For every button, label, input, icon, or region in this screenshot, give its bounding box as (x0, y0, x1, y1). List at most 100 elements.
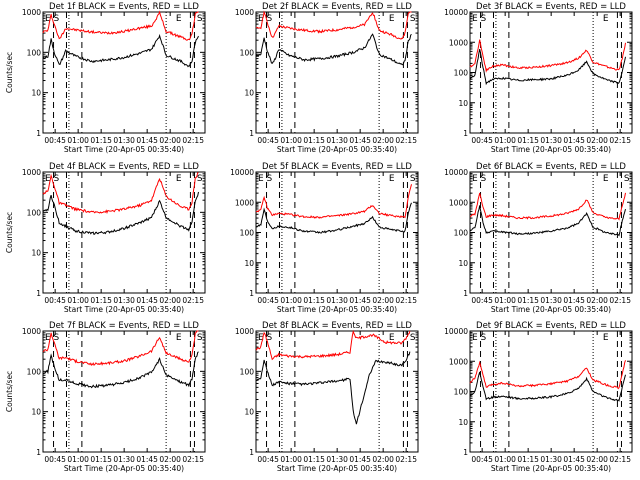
y-tick-label: 1 (36, 129, 41, 138)
y-tick-label: 10 (458, 259, 468, 268)
flag-right-e: E (176, 333, 182, 343)
flag-right-s: S (197, 333, 203, 343)
flag-right-e: E (603, 333, 609, 343)
y-tick-label: 10000 (444, 168, 468, 177)
panel-3: Det 3f BLACK = Events, RED = LLD 1 10 100 10… (444, 2, 633, 154)
series-line-black (255, 33, 412, 66)
series-line-red (469, 39, 626, 73)
y-tick-label: 1000 (449, 357, 468, 366)
y-tick-label: 100 (27, 208, 42, 217)
y-tick-label: 100 (454, 229, 469, 238)
x-tick-label: 01:15 (90, 455, 112, 464)
panel-title: Det 5f BLACK = Events, RED = LLD (262, 162, 412, 172)
x-tick-label: 01:45 (563, 136, 585, 145)
y-tick-label: 1 (249, 289, 254, 298)
y-tick-label: 10000 (444, 8, 468, 17)
x-axis-label: Start Time (20-Apr-05 00:35:40) (491, 145, 611, 154)
x-tick-label: 01:45 (136, 455, 158, 464)
y-tick-label: 10 (244, 89, 254, 98)
plot-frame (469, 330, 633, 453)
x-tick-label: 02:00 (159, 136, 181, 145)
y-tick-label: 1000 (449, 198, 468, 207)
plot-frame (42, 11, 206, 134)
panel-title: Det 8f BLACK = Events, RED = LLD (262, 321, 412, 331)
x-tick-label: 02:15 (395, 296, 417, 305)
panel-9: Det 9f BLACK = Events, RED = LLD 1 10 100 10… (444, 321, 633, 473)
x-tick-label: 01:45 (136, 296, 158, 305)
flag-right-e: E (389, 333, 395, 343)
x-tick-label: 01:15 (303, 136, 325, 145)
panel-title: Det 6f BLACK = Events, RED = LLD (476, 162, 626, 172)
y-tick-label: 10 (244, 259, 254, 268)
y-tick-label: 100 (454, 388, 469, 397)
x-tick-label: 01:15 (90, 296, 112, 305)
x-tick-label: 01:45 (563, 296, 585, 305)
x-tick-label: 01:00 (494, 455, 516, 464)
x-tick-label: 01:45 (136, 136, 158, 145)
x-tick-label: 02:15 (182, 455, 204, 464)
x-tick-label: 01:45 (563, 455, 585, 464)
x-tick-label: 02:00 (586, 296, 608, 305)
x-tick-label: 01:15 (517, 136, 539, 145)
y-tick-label: 1 (463, 289, 468, 298)
series-line-black (255, 202, 412, 234)
x-tick-label: 01:30 (540, 136, 562, 145)
flag-right-e: E (603, 14, 609, 24)
y-tick-label: 10 (31, 89, 41, 98)
panel-2: Det 2f BLACK = Events, RED = LLD 1 10 100 10… (235, 2, 419, 154)
series-line-black (42, 191, 199, 236)
plot-frame (255, 171, 419, 294)
flag-left: E S (472, 333, 487, 343)
x-tick-label: 00:45 (257, 296, 279, 305)
y-tick-label: 1 (36, 448, 41, 457)
y-tick-label: 1 (249, 129, 254, 138)
x-tick-label: 01:00 (67, 296, 89, 305)
flag-right-s: S (410, 174, 416, 184)
plot-frame (42, 171, 206, 294)
x-tick-label: 01:15 (90, 136, 112, 145)
flag-right-e: E (176, 14, 182, 24)
x-tick-label: 02:00 (372, 455, 394, 464)
x-axis-label: Start Time (20-Apr-05 00:35:40) (64, 145, 184, 154)
x-tick-label: 01:30 (326, 296, 348, 305)
y-tick-label: 100 (240, 48, 255, 57)
x-axis-label: Start Time (20-Apr-05 00:35:40) (277, 464, 397, 473)
y-tick-label: 1000 (449, 38, 468, 47)
x-tick-label: 00:45 (471, 296, 493, 305)
panel-1: Det 1f BLACK = Events, RED = LLD 1 10 100 10… (5, 2, 206, 154)
y-axis-label: Counts/sec (5, 212, 14, 253)
y-tick-label: 1000 (235, 198, 254, 207)
x-tick-label: 02:00 (159, 455, 181, 464)
flag-right-s: S (197, 174, 203, 184)
x-tick-label: 02:15 (182, 296, 204, 305)
series-line-black (469, 205, 626, 237)
x-tick-label: 02:15 (395, 455, 417, 464)
y-tick-label: 10 (458, 99, 468, 108)
x-axis-label: Start Time (20-Apr-05 00:35:40) (64, 464, 184, 473)
flag-right-e: E (603, 174, 609, 184)
x-axis-label: Start Time (20-Apr-05 00:35:40) (277, 305, 397, 314)
x-tick-label: 02:00 (159, 296, 181, 305)
y-tick-label: 1000 (235, 327, 254, 336)
panel-title: Det 9f BLACK = Events, RED = LLD (476, 321, 626, 331)
x-axis-label: Start Time (20-Apr-05 00:35:40) (64, 305, 184, 314)
x-tick-label: 01:30 (326, 136, 348, 145)
panel-title: Det 4f BLACK = Events, RED = LLD (49, 162, 199, 172)
x-tick-label: 02:00 (586, 455, 608, 464)
series-line-red (42, 172, 199, 214)
x-tick-label: 02:15 (182, 136, 204, 145)
x-tick-label: 01:00 (280, 455, 302, 464)
y-tick-label: 100 (240, 367, 255, 376)
series-line-red (255, 184, 412, 219)
y-axis-label: Counts/sec (5, 52, 14, 93)
x-tick-label: 00:45 (471, 455, 493, 464)
x-tick-label: 01:15 (303, 296, 325, 305)
x-tick-label: 01:45 (349, 136, 371, 145)
y-tick-label: 10 (244, 408, 254, 417)
y-tick-label: 1 (249, 448, 254, 457)
x-tick-label: 01:15 (517, 455, 539, 464)
x-tick-label: 01:00 (67, 455, 89, 464)
flag-left: E S (472, 14, 487, 24)
y-tick-label: 10000 (444, 327, 468, 336)
